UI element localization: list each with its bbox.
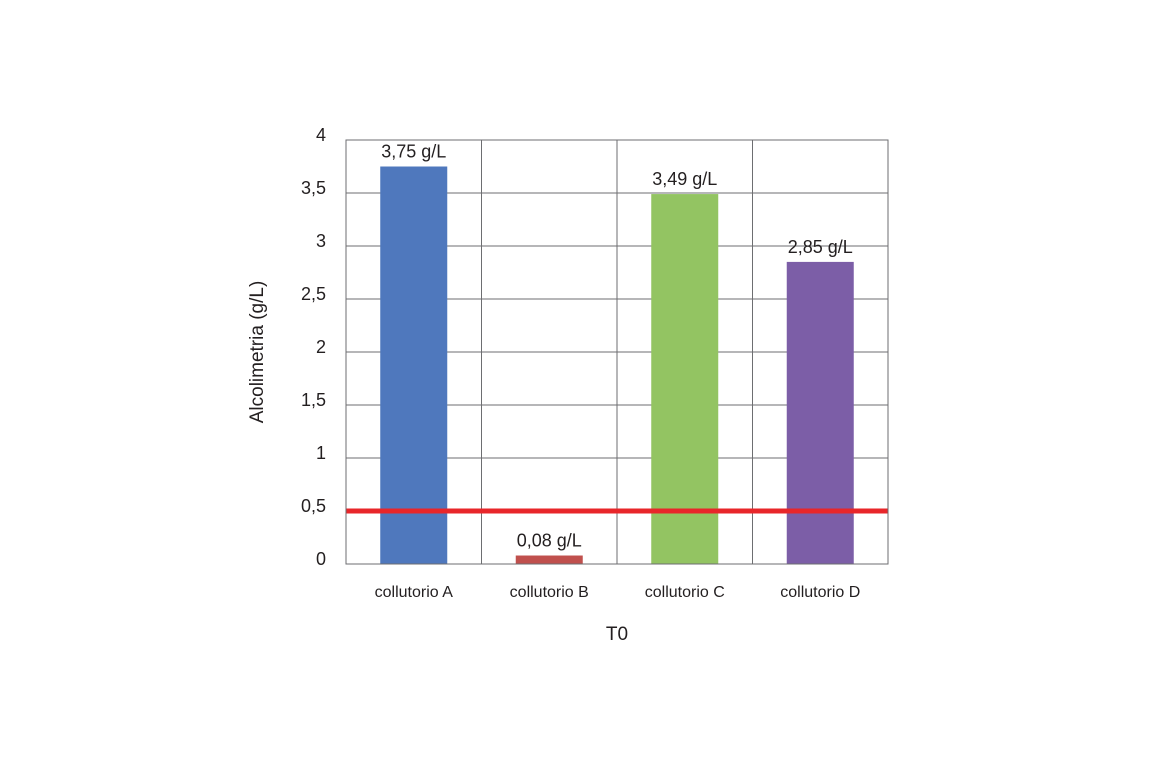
x-tick-label: collutorio D (780, 584, 860, 601)
y-tick-label: 4 (316, 125, 326, 145)
bar (651, 194, 719, 564)
x-tick-label: collutorio B (510, 584, 589, 601)
data-labels: 3,75 g/L 0,08 g/L 3,49 g/L 2,85 g/L (381, 142, 853, 551)
y-axis-label: Alcolimetria (g/L) (247, 281, 268, 424)
y-tick-label: 1 (316, 443, 326, 463)
data-label: 0,08 g/L (517, 531, 582, 551)
data-label: 3,49 g/L (652, 169, 717, 189)
y-tick-label: 1,5 (301, 390, 326, 410)
x-tick-labels: collutorio A collutorio B collutorio C coll… (375, 584, 861, 601)
y-tick-label: 0 (316, 549, 326, 569)
bar (786, 261, 854, 564)
y-tick-label: 3 (316, 231, 326, 251)
x-axis-label: T0 (606, 624, 628, 645)
bar (380, 166, 448, 564)
y-tick-label: 2 (316, 337, 326, 357)
y-tick-labels: 0 0,5 1 1,5 2 2,5 3 3,5 4 (301, 125, 326, 569)
data-label: 2,85 g/L (788, 237, 853, 257)
x-tick-label: collutorio A (375, 584, 454, 601)
x-tick-label: collutorio C (645, 584, 725, 601)
y-tick-label: 2,5 (301, 284, 326, 304)
bar (515, 555, 583, 564)
data-label: 3,75 g/L (381, 142, 446, 162)
y-tick-label: 3,5 (301, 178, 326, 198)
bars (380, 166, 854, 564)
y-tick-label: 0,5 (301, 496, 326, 516)
plot-frame (345, 139, 889, 565)
